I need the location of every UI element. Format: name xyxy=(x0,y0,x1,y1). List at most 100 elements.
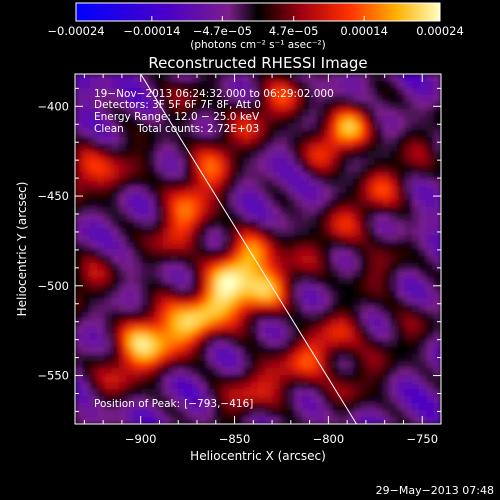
heatmap-cell xyxy=(184,158,193,166)
heatmap-cell xyxy=(272,172,281,180)
heatmap-cell xyxy=(206,235,215,243)
heatmap-cell xyxy=(104,375,113,383)
heatmap-cell xyxy=(419,109,427,117)
heatmap-cell xyxy=(155,123,164,131)
heatmap-cell xyxy=(338,186,347,194)
heatmap-cell xyxy=(338,81,347,89)
heatmap-cell xyxy=(323,130,332,138)
heatmap-cell xyxy=(111,291,120,299)
heatmap-cell xyxy=(155,389,164,397)
heatmap-cell xyxy=(243,256,252,264)
heatmap-cell xyxy=(170,158,179,166)
heatmap-cell xyxy=(404,81,413,89)
heatmap-cell xyxy=(382,270,391,278)
heatmap-cell xyxy=(360,221,369,229)
heatmap-cell xyxy=(133,88,142,96)
heatmap-cell xyxy=(345,137,354,145)
heatmap-cell xyxy=(279,263,288,271)
heatmap-cell xyxy=(162,116,171,124)
heatmap-cell xyxy=(162,298,171,306)
heatmap-cell xyxy=(221,396,230,404)
heatmap-cell xyxy=(367,305,376,313)
heatmap-cell xyxy=(279,193,288,201)
heatmap-cell xyxy=(236,186,244,194)
heatmap-cell xyxy=(360,340,369,348)
heatmap-cell xyxy=(82,312,91,320)
heatmap-cell xyxy=(133,235,142,243)
heatmap-cell xyxy=(221,403,230,411)
heatmap-cell xyxy=(309,270,318,278)
heatmap-cell xyxy=(243,410,252,418)
heatmap-cell xyxy=(382,95,391,103)
heatmap-image xyxy=(75,74,441,424)
heatmap-cell xyxy=(397,235,405,243)
heatmap-cell xyxy=(426,235,435,243)
heatmap-cell xyxy=(228,165,237,173)
heatmap-cell xyxy=(389,256,398,264)
heatmap-cell xyxy=(206,207,215,215)
heatmap-cell xyxy=(126,417,135,424)
heatmap-cell xyxy=(140,158,149,166)
heatmap-cell xyxy=(360,298,369,306)
heatmap-cell xyxy=(177,291,186,299)
heatmap-cell xyxy=(389,102,398,110)
heatmap-cell xyxy=(323,186,332,194)
heatmap-cell xyxy=(382,256,391,264)
heatmap-cell xyxy=(148,298,157,306)
heatmap-cell xyxy=(272,319,281,327)
heatmap-cell xyxy=(279,151,288,159)
heatmap-cell xyxy=(411,88,420,96)
heatmap-cell xyxy=(309,354,318,362)
heatmap-cell xyxy=(360,95,369,103)
heatmap-cell xyxy=(206,361,215,369)
heatmap-cell xyxy=(389,193,398,201)
heatmap-cell xyxy=(272,417,281,424)
heatmap-cell xyxy=(345,172,354,180)
heatmap-cell xyxy=(82,291,91,299)
heatmap-cell xyxy=(404,123,413,131)
heatmap-cell xyxy=(111,375,120,383)
heatmap-cell xyxy=(338,144,347,152)
heatmap-cell xyxy=(360,417,369,424)
heatmap-cell xyxy=(272,228,281,236)
heatmap-cell xyxy=(294,249,303,257)
heatmap-cell xyxy=(419,102,427,110)
heatmap-cell xyxy=(309,235,318,243)
heatmap-cell xyxy=(199,235,208,243)
heatmap-cell xyxy=(104,235,113,243)
heatmap-cell xyxy=(148,291,157,299)
heatmap-cell xyxy=(287,270,296,278)
heatmap-cell xyxy=(411,403,420,411)
heatmap-cell xyxy=(360,333,369,341)
heatmap-cell xyxy=(184,102,193,110)
heatmap-cell xyxy=(140,207,149,215)
heatmap-cell xyxy=(170,228,179,236)
heatmap-cell xyxy=(301,88,310,96)
heatmap-cell xyxy=(301,340,310,348)
heatmap-cell xyxy=(133,221,142,229)
heatmap-cell xyxy=(170,144,179,152)
heatmap-cell xyxy=(75,200,83,208)
heatmap-cell xyxy=(309,179,318,187)
heatmap-cell xyxy=(279,389,288,397)
heatmap-cell xyxy=(301,284,310,292)
heatmap-cell xyxy=(301,137,310,145)
heatmap-cell xyxy=(367,389,376,397)
heatmap-cell xyxy=(118,88,127,96)
heatmap-cell xyxy=(221,347,230,355)
heatmap-cell xyxy=(397,151,405,159)
heatmap-cell xyxy=(258,333,266,341)
heatmap-cell xyxy=(111,319,120,327)
heatmap-cell xyxy=(265,207,274,215)
heatmap-cell xyxy=(228,123,237,131)
heatmap-cell xyxy=(192,333,201,341)
heatmap-cell xyxy=(133,291,142,299)
heatmap-cell xyxy=(419,389,427,397)
heatmap-cell xyxy=(323,389,332,397)
colorbar-unit-label: (photons cm⁻² s⁻¹ asec⁻²) xyxy=(190,39,325,51)
heatmap-cell xyxy=(345,319,354,327)
heatmap-cell xyxy=(265,200,274,208)
heatmap-cell xyxy=(221,319,230,327)
heatmap-cell xyxy=(82,382,91,390)
heatmap-cell xyxy=(316,158,325,166)
